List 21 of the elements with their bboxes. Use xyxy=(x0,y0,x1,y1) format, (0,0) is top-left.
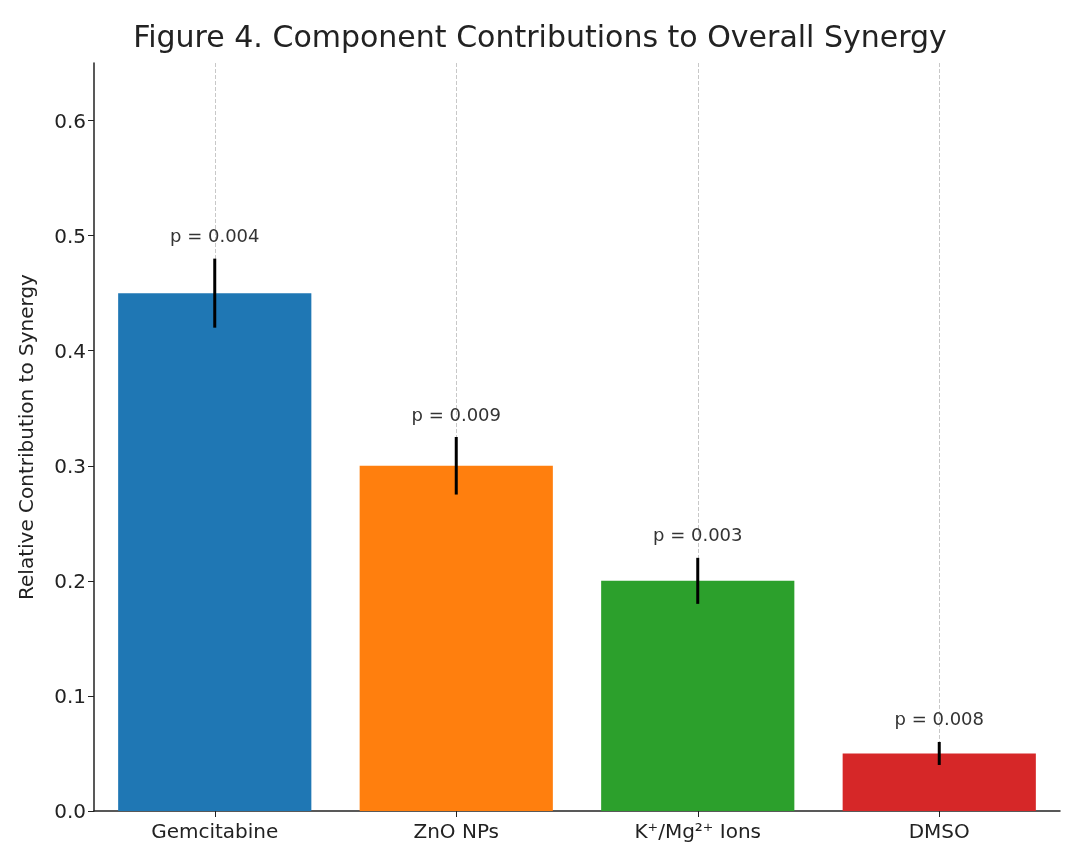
y-axis-title: Relative Contribution to Synergy xyxy=(14,273,38,600)
annotation: p = 0.003 xyxy=(653,524,743,546)
bar xyxy=(601,580,795,811)
bar xyxy=(359,465,553,811)
annotation: p = 0.004 xyxy=(170,225,260,247)
y-tick-label: 0.0 xyxy=(54,799,86,823)
annotation: p = 0.008 xyxy=(894,708,984,730)
bar xyxy=(842,753,1036,811)
chart-title: Figure 4. Component Contributions to Overall Synergy xyxy=(133,18,947,54)
annotation: p = 0.009 xyxy=(411,403,501,425)
y-tick-label: 0.3 xyxy=(54,453,86,478)
y-tick-label: 0.1 xyxy=(54,683,86,708)
x-tick-label: K⁺/Mg²⁺ Ions xyxy=(634,819,762,843)
y-tick-label: 0.2 xyxy=(54,568,86,593)
x-tick-label: Gemcitabine xyxy=(151,819,279,843)
x-tick-label: DMSO xyxy=(908,819,970,843)
y-tick-label: 0.6 xyxy=(54,108,86,133)
x-tick-label: ZnO NPs xyxy=(413,819,500,843)
bar xyxy=(118,293,312,811)
y-tick-label: 0.5 xyxy=(54,223,86,248)
y-tick-label: 0.4 xyxy=(54,338,86,363)
